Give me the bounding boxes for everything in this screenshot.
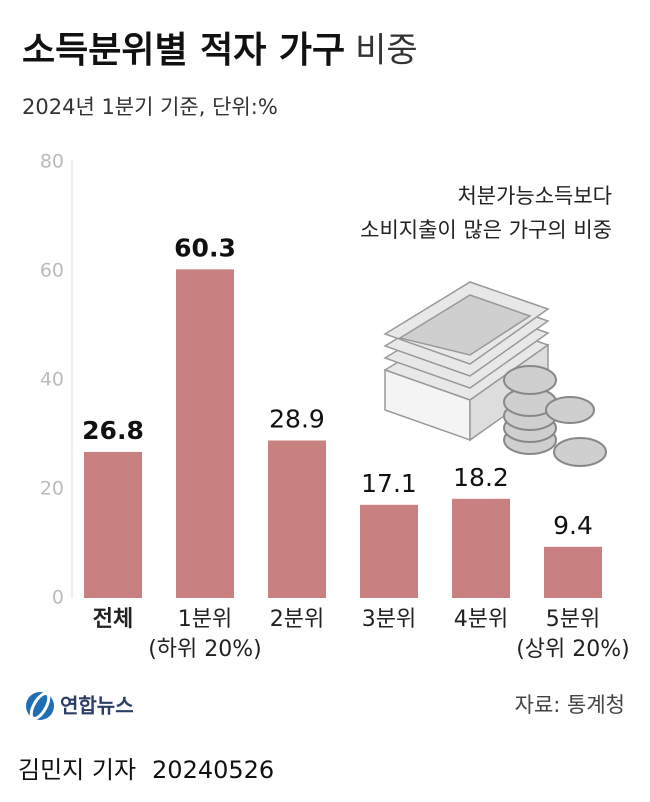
- x-tick-label: 1분위 (하위 20%): [148, 607, 262, 662]
- credit: 김민지 기자: [18, 756, 136, 784]
- logo-icon: [26, 692, 54, 720]
- x-tick-label: 3분위: [361, 607, 417, 632]
- bar: [176, 269, 234, 598]
- bar: [544, 546, 602, 598]
- y-tick-label: 60: [40, 260, 64, 282]
- title: 소득분위별 적자 가구: [22, 30, 345, 71]
- bar: [452, 498, 510, 598]
- bar: [84, 451, 142, 598]
- y-tick-label: 0: [52, 587, 64, 609]
- subtitle: 2024년 1분기 기준, 단위:%: [22, 95, 278, 119]
- y-tick-label: 20: [40, 478, 64, 500]
- value-label: 28.9: [269, 404, 325, 433]
- date: 20240526: [152, 756, 274, 784]
- y-tick-label: 40: [40, 369, 64, 391]
- annotation: 소비지출이 많은 가구의 비중: [360, 218, 612, 242]
- logo: 연합뉴스: [26, 692, 134, 720]
- x-tick-label: 2분위: [269, 607, 325, 632]
- value-label: 17.1: [361, 469, 417, 498]
- value-label: 26.8: [82, 416, 144, 445]
- bar: [268, 440, 326, 598]
- logo-text: 연합뉴스: [60, 694, 134, 718]
- value-label: 60.3: [174, 233, 236, 262]
- x-tick-label: 전체: [92, 607, 134, 632]
- value-label: 18.2: [453, 463, 509, 492]
- money-illustration: [383, 281, 607, 467]
- value-label: 9.4: [553, 511, 593, 540]
- x-tick-label: 4분위: [453, 607, 509, 632]
- logo-icon-ring: [29, 692, 51, 720]
- x-tick-label: 5분위 (상위 20%): [516, 607, 630, 662]
- bar: [360, 504, 418, 598]
- y-tick-label: 80: [40, 151, 64, 173]
- source: 자료: 통계청: [515, 693, 625, 717]
- title-light: 비중: [355, 31, 418, 71]
- annotation: 처분가능소득보다: [457, 184, 612, 208]
